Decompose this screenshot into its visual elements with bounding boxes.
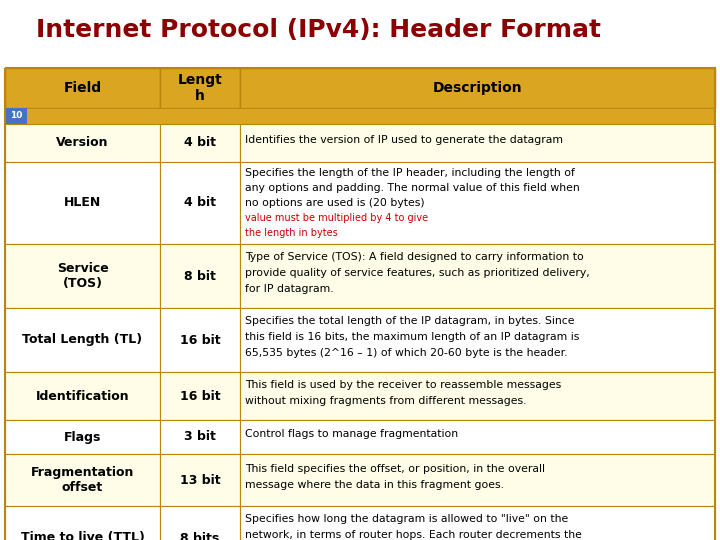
Bar [5,420,160,454]
Text: Time to live (TTL): Time to live (TTL) [21,531,145,540]
Bar [5,124,160,162]
Text: Specifies how long the datagram is allowed to "live" on the: Specifies how long the datagram is allow… [245,515,568,524]
Bar [5,68,160,108]
Bar [240,124,715,162]
Bar [160,372,240,420]
Text: without mixing fragments from different messages.: without mixing fragments from different … [245,396,526,406]
Bar [160,420,240,454]
Bar [240,162,715,244]
Text: 4 bit: 4 bit [184,137,216,150]
Bar [5,372,160,420]
Text: this field is 16 bits, the maximum length of an IP datagram is: this field is 16 bits, the maximum lengt… [245,332,580,342]
Bar [240,308,715,372]
Bar [240,420,715,454]
Bar [5,506,160,540]
Text: 13 bit: 13 bit [180,474,220,487]
Text: Identifies the version of IP used to generate the datagram: Identifies the version of IP used to gen… [245,135,563,145]
Text: 8 bit: 8 bit [184,269,216,282]
Bar [5,244,160,308]
Text: Description: Description [433,81,522,95]
Text: Control flags to manage fragmentation: Control flags to manage fragmentation [245,429,458,439]
Bar [240,506,715,540]
Bar [160,244,240,308]
Bar [160,308,240,372]
Text: Flags: Flags [64,430,102,443]
Bar [240,68,715,108]
Bar [5,454,160,506]
Text: value must be multiplied by 4 to give: value must be multiplied by 4 to give [245,213,428,222]
Text: provide quality of service features, such as prioritized delivery,: provide quality of service features, suc… [245,268,590,278]
Text: This field is used by the receiver to reassemble messages: This field is used by the receiver to re… [245,380,562,390]
Text: Version: Version [56,137,109,150]
Text: Field: Field [63,81,102,95]
Bar [160,68,240,108]
Bar [240,454,715,506]
Text: no options are used is (20 bytes): no options are used is (20 bytes) [245,198,425,208]
Text: Internet Protocol (IPv4): Header Format: Internet Protocol (IPv4): Header Format [36,18,601,42]
Text: Type of Service (TOS): A field designed to carry information to: Type of Service (TOS): A field designed … [245,252,584,262]
Text: Specifies the length of the IP header, including the length of: Specifies the length of the IP header, i… [245,168,575,178]
Bar [5,162,160,244]
Text: 4 bit: 4 bit [184,197,216,210]
Text: This field specifies the offset, or position, in the overall: This field specifies the offset, or posi… [245,464,545,474]
Bar [160,506,240,540]
Text: message where the data in this fragment goes.: message where the data in this fragment … [245,480,504,490]
Text: Total Length (TL): Total Length (TL) [22,334,143,347]
Text: for IP datagram.: for IP datagram. [245,284,333,294]
Bar [5,308,160,372]
Text: 16 bit: 16 bit [180,389,220,402]
Text: Identification: Identification [36,389,130,402]
Text: 10: 10 [10,111,22,120]
Bar [240,244,715,308]
Bar [5,108,27,124]
Text: Lengt
h: Lengt h [178,73,222,103]
Text: network, in terms of router hops. Each router decrements the: network, in terms of router hops. Each r… [245,530,582,540]
Bar [240,372,715,420]
Bar [160,124,240,162]
Text: the length in bytes: the length in bytes [245,228,338,238]
Text: 8 bits: 8 bits [181,531,220,540]
Text: Specifies the total length of the IP datagram, in bytes. Since: Specifies the total length of the IP dat… [245,316,575,327]
Text: Fragmentation
offset: Fragmentation offset [31,466,134,494]
Text: 16 bit: 16 bit [180,334,220,347]
Bar [5,108,715,124]
Bar [160,454,240,506]
Text: Service
(TOS): Service (TOS) [57,262,109,290]
Text: HLEN: HLEN [64,197,101,210]
Bar [160,162,240,244]
Text: 65,535 bytes (2^16 – 1) of which 20-60 byte is the header.: 65,535 bytes (2^16 – 1) of which 20-60 b… [245,348,567,358]
Text: 3 bit: 3 bit [184,430,216,443]
Text: any options and padding. The normal value of this field when: any options and padding. The normal valu… [245,183,580,193]
